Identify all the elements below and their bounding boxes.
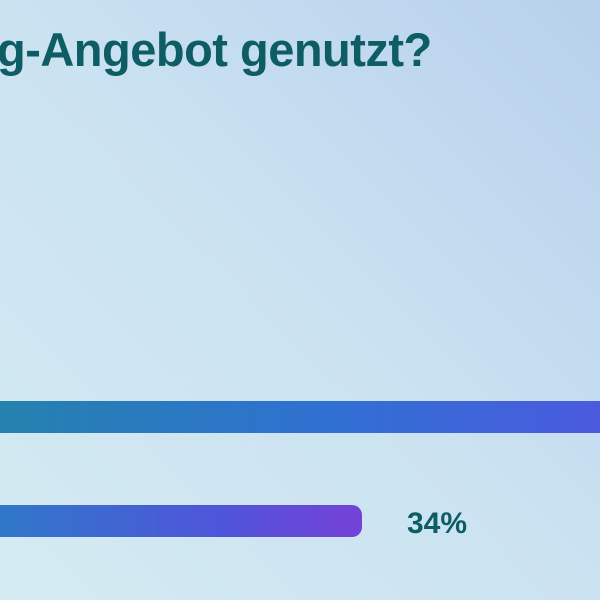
bar-option-2 — [0, 505, 362, 537]
bar-option-1 — [0, 401, 600, 433]
poll-question-title: g-Angebot genutzt? — [0, 23, 432, 76]
bar-value-label-option-2: 34% — [407, 507, 468, 540]
